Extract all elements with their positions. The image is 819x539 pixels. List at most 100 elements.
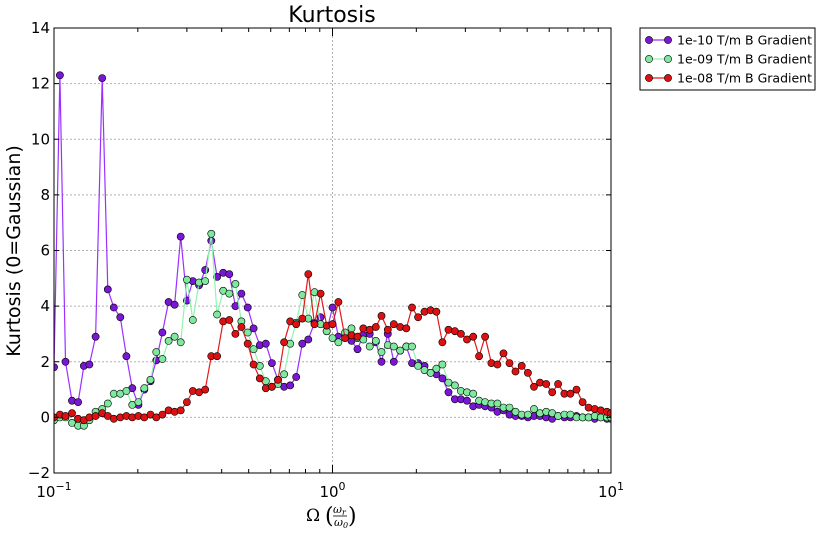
series-3-point bbox=[517, 361, 526, 370]
series-1-point bbox=[292, 373, 301, 381]
series-2-point bbox=[231, 279, 240, 288]
series-1-point bbox=[158, 328, 167, 337]
y-tick-label: −2 bbox=[28, 464, 50, 482]
series-3-point bbox=[408, 303, 416, 312]
series-3-point bbox=[383, 325, 392, 334]
series-2-point bbox=[481, 398, 489, 406]
series-3-point bbox=[158, 410, 167, 419]
series-2-point bbox=[389, 342, 398, 351]
series-3-point bbox=[298, 314, 307, 323]
series-2-point bbox=[493, 399, 502, 408]
series-3-point bbox=[359, 324, 368, 333]
series-1-point bbox=[61, 357, 70, 366]
y-tick-label: 10 bbox=[31, 130, 50, 148]
series-3-point bbox=[475, 352, 483, 361]
series-1-point bbox=[286, 381, 295, 390]
series-3-point bbox=[255, 374, 264, 383]
series-2-point bbox=[469, 389, 478, 398]
series-1-point bbox=[444, 388, 453, 397]
legend-marker-1 bbox=[645, 36, 653, 44]
series-1-point bbox=[176, 232, 185, 241]
series-3-point bbox=[530, 382, 538, 391]
x-axis-label-close-paren: ) bbox=[348, 504, 357, 529]
series-3-point bbox=[554, 380, 562, 388]
series-3-point bbox=[542, 380, 551, 388]
series-1-point bbox=[316, 313, 325, 322]
series-2-point bbox=[176, 338, 185, 347]
x-axis-label-open-paren: ( bbox=[325, 504, 334, 529]
series-2-point bbox=[554, 412, 562, 420]
series-2-point bbox=[408, 342, 416, 351]
series-1-point bbox=[377, 357, 386, 366]
x-tick-label: 101 bbox=[598, 480, 624, 501]
series-3-point bbox=[402, 324, 411, 333]
series-3-point bbox=[438, 338, 447, 347]
series-3-point bbox=[182, 398, 191, 406]
series-2-point bbox=[396, 346, 405, 355]
series-2-point bbox=[158, 355, 167, 363]
series-3-point bbox=[341, 334, 349, 342]
series-2-point bbox=[140, 384, 149, 393]
series-3-point bbox=[231, 329, 240, 338]
series-2-point bbox=[347, 324, 356, 333]
legend-marker-3 bbox=[645, 74, 653, 82]
series-2-point bbox=[201, 277, 210, 285]
legend-label-2: 1e-09 T/m B Gradient bbox=[677, 52, 812, 67]
series-1-point bbox=[353, 345, 362, 354]
legend-marker-2 bbox=[645, 55, 653, 63]
series-2-point bbox=[328, 334, 337, 342]
series-2-point bbox=[505, 403, 514, 412]
y-tick-label: 6 bbox=[40, 242, 50, 260]
series-3-point bbox=[548, 388, 557, 397]
legend-marker-1 bbox=[664, 36, 672, 44]
series-1-point bbox=[261, 339, 270, 348]
series-2-point bbox=[225, 289, 234, 298]
series-3-point bbox=[389, 320, 398, 329]
series-3-point bbox=[414, 313, 422, 322]
series-3-point bbox=[377, 311, 386, 320]
series-2-point bbox=[164, 336, 173, 345]
series-2-point bbox=[103, 399, 112, 408]
series-3-point bbox=[109, 414, 118, 423]
series-clip-group bbox=[54, 71, 611, 430]
series-2-point bbox=[444, 378, 453, 387]
series-2-point bbox=[530, 405, 538, 413]
series-3-point bbox=[371, 323, 380, 331]
series-1-point bbox=[170, 300, 179, 309]
y-axis-label: Kurtosis (0=Gaussian) bbox=[3, 145, 25, 357]
series-3-point bbox=[566, 389, 575, 398]
series-1-point bbox=[463, 396, 471, 405]
series-1-point bbox=[122, 352, 131, 361]
series-2-point bbox=[426, 368, 435, 377]
series-3-point bbox=[572, 385, 581, 394]
series-1-point bbox=[389, 357, 398, 366]
series-3-point bbox=[237, 323, 246, 331]
series-3-point bbox=[505, 359, 514, 367]
series-2-point bbox=[438, 360, 447, 369]
y-tick-label: 12 bbox=[31, 75, 50, 93]
series-3-point bbox=[511, 367, 520, 376]
series-2-point bbox=[109, 389, 118, 398]
series-3-point bbox=[176, 406, 185, 415]
series-2-point bbox=[414, 361, 422, 370]
x-axis-label-denominator: ω0 bbox=[334, 516, 348, 530]
series-1-point bbox=[298, 339, 307, 348]
y-tick-label: 4 bbox=[40, 297, 50, 315]
series-3-point bbox=[456, 329, 465, 338]
series-2-point bbox=[450, 381, 459, 390]
series-3-point bbox=[432, 307, 441, 316]
series-3-point bbox=[353, 332, 362, 341]
legend-label-1: 1e-10 T/m B Gradient bbox=[677, 33, 812, 48]
series-2-point bbox=[334, 338, 343, 347]
axis-ticks: −2 0 2 4 6 8 10 12 14 10−1 100 101 bbox=[28, 19, 624, 501]
series-3-point bbox=[91, 412, 100, 420]
legend-marker-3 bbox=[664, 74, 672, 82]
legend-label-3: 1e-08 T/m B Gradient bbox=[677, 71, 812, 86]
series-1-point bbox=[225, 270, 234, 278]
series-3-point bbox=[444, 325, 453, 334]
series-1-point bbox=[109, 303, 118, 312]
series-1-point bbox=[85, 360, 94, 369]
series-3-point bbox=[499, 349, 508, 358]
series-2-point bbox=[152, 348, 161, 356]
